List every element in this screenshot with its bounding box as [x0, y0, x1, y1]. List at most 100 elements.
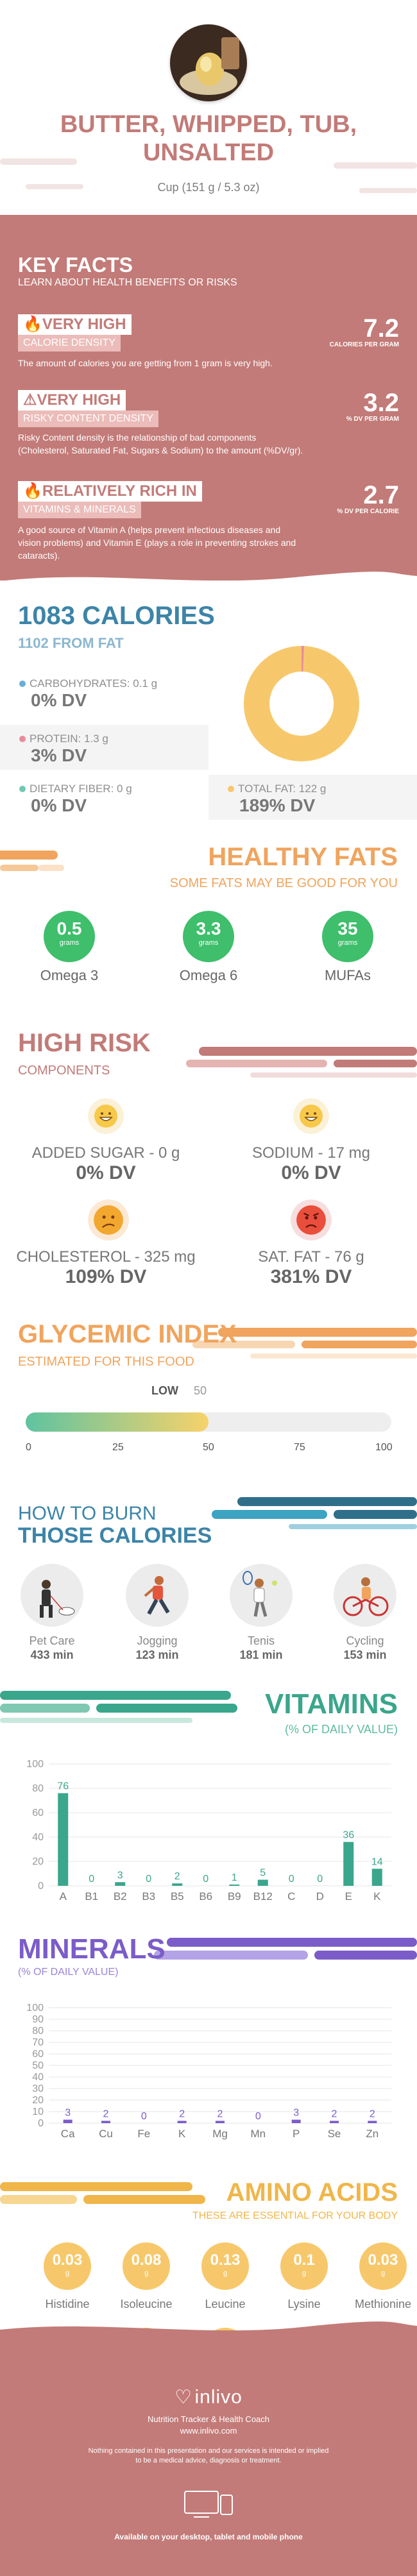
glycemic-tick: 50	[203, 1442, 214, 1453]
fact-vitamins-label: VITAMINS & MINERALS	[18, 502, 141, 518]
fact-calorie-density-unit: CALORIES PER GRAM	[329, 341, 399, 348]
fact-vitamins-value: 2.7	[363, 481, 399, 509]
category-label-K: K	[178, 2128, 186, 2140]
burn-title-line1: HOW TO BURN	[18, 1503, 157, 1524]
vitamins-stripes	[0, 1691, 237, 1723]
bar-B9	[229, 1885, 240, 1886]
fact-risky-density-value: 3.2	[363, 389, 399, 417]
value-label-P: 3	[293, 2108, 299, 2119]
happy-face-icon	[293, 1098, 329, 1134]
sodium-label: SODIUM - 17 mg	[251, 1144, 371, 1162]
vitamins-title: VITAMINS	[265, 1688, 398, 1720]
fact-vitamins-level: 🔥RELATIVELY RICH IN	[18, 481, 202, 502]
amino-badge-isoleucine: 0.08 g	[123, 2242, 170, 2290]
category-label-E: E	[345, 1890, 352, 1902]
healthy-fats-title: HEALTHY FATS	[208, 843, 398, 871]
amino-label-methionine: Methionine	[354, 2298, 412, 2310]
vitamins-subtitle: (% OF DAILY VALUE)	[284, 1723, 398, 1736]
footer-url[interactable]: www.inlivo.com	[180, 2426, 237, 2436]
cholesterol-label: CHOLESTEROL - 325 mg	[16, 1248, 196, 1266]
amino-stripes	[0, 2182, 205, 2204]
activity-name: Pet Care	[29, 1634, 75, 1647]
high-risk-subtitle: COMPONENTS	[18, 1063, 110, 1078]
cycling-icon	[334, 1564, 396, 1627]
value-label-Mn: 0	[255, 2111, 261, 2122]
glycemic-value: 50	[194, 1384, 207, 1397]
vitamins-bar-chart: 0 20 40 60 80 100 76 A 0 B1 3 B2 0 B3 2 B5 0 B6 1 B9 5 B12 0 C 0…	[26, 1759, 391, 1902]
amino-title: AMINO ACIDS	[226, 2178, 398, 2207]
jogging-icon	[126, 1564, 189, 1627]
bar-E	[343, 1842, 354, 1886]
high-risk-stripes	[186, 1047, 417, 1078]
fact-risky-density-level: ⚠VERY HIGH	[18, 390, 126, 411]
calories-total: 1083 CALORIES	[18, 602, 215, 630]
y-tick-label: 40	[32, 1832, 44, 1843]
category-label-Cu: Cu	[99, 2128, 113, 2140]
amino-subtitle: THESE ARE ESSENTIAL FOR YOUR BODY	[192, 2210, 398, 2221]
bar-Mg	[216, 2121, 225, 2123]
sodium-dv: 0% DV	[281, 1162, 341, 1183]
fact-calorie-density-desc: The amount of calories you are getting f…	[18, 358, 273, 368]
omega6-label: Omega 6	[179, 967, 238, 983]
food-title: BUTTER, WHIPPED, TUB, UNSALTED	[60, 111, 357, 166]
y-tick-label: 90	[32, 2014, 44, 2025]
amino-badge-histidine: 0.03 g	[44, 2242, 91, 2290]
value-label-B3: 0	[146, 1874, 151, 1885]
nutrient-protein: PROTEIN: 1.3 g 3% DV	[0, 725, 208, 770]
category-label-B2: B2	[114, 1890, 127, 1902]
fact-calorie-density-level: 🔥VERY HIGH	[18, 314, 132, 335]
devices-icon	[184, 2491, 233, 2518]
tennis-icon	[230, 1564, 293, 1627]
y-tick-label: 40	[32, 2072, 44, 2083]
y-tick-label: 70	[32, 2037, 44, 2048]
value-label-C: 0	[289, 1874, 294, 1885]
burn-stripes	[212, 1497, 417, 1529]
fact-vitamins-unit: % DV PER CALORIE	[337, 508, 399, 515]
bar-K	[177, 2121, 187, 2123]
category-label-B12: B12	[253, 1890, 273, 1902]
sat-fat-label: SAT. FAT - 76 g	[258, 1248, 364, 1266]
healthy-fats-subtitle: SOME FATS MAY BE GOOD FOR YOU	[169, 876, 398, 890]
value-label-B12: 5	[260, 1868, 266, 1879]
amino-label-histidine: Histidine	[45, 2298, 90, 2310]
glycemic-level: LOW	[151, 1384, 178, 1397]
value-label-B6: 0	[203, 1874, 208, 1885]
omega6-badge: 3.3 grams	[183, 911, 234, 962]
food-photo	[170, 24, 247, 101]
value-label-A: 76	[57, 1781, 69, 1792]
y-tick-label: 20	[32, 2095, 44, 2106]
bar-Cu	[101, 2121, 110, 2123]
category-label-Mg: Mg	[212, 2128, 228, 2140]
value-label-Fe: 0	[141, 2111, 147, 2122]
category-label-Mn: Mn	[251, 2128, 266, 2140]
amino-badge-leucine: 0.13 g	[201, 2242, 249, 2290]
y-tick-label: 60	[32, 2049, 44, 2060]
activity-name: Cycling	[346, 1634, 384, 1647]
glycemic-stripes	[192, 1328, 417, 1359]
y-tick-label: 30	[32, 2083, 44, 2094]
fact-risky-density-unit: % DV PER GRAM	[346, 416, 399, 423]
category-label-B3: B3	[142, 1890, 155, 1902]
happy-face-icon	[88, 1098, 124, 1134]
fat-dot-icon	[228, 786, 234, 792]
bar-B12	[257, 1879, 268, 1886]
glycemic-tick: 100	[375, 1442, 393, 1453]
glycemic-fill	[26, 1412, 208, 1432]
bar-K	[371, 1868, 382, 1886]
value-label-K: 2	[179, 2108, 185, 2119]
y-tick-label: 100	[26, 2003, 44, 2013]
minerals-bar-chart: 01020304050607080901003Ca2Cu0Fe2K2Mg0Mn3…	[26, 2003, 391, 2140]
value-label-B1: 0	[89, 1874, 94, 1885]
activity-name: Tenis	[247, 1634, 275, 1647]
flame-icon: 🔥	[23, 482, 42, 500]
fact-vitamins-desc: A good source of Vitamin A (helps preven…	[18, 525, 296, 561]
category-label-B9: B9	[228, 1890, 241, 1902]
mufas-badge: 35 grams	[322, 911, 373, 962]
amino-label-leucine: Leucine	[205, 2298, 246, 2310]
amino-label-isoleucine: Isoleucine	[120, 2298, 173, 2310]
sat-fat-dv: 381% DV	[270, 1266, 352, 1287]
protein-dot-icon	[19, 736, 26, 742]
y-tick-label: 20	[32, 1856, 44, 1867]
bar-A	[58, 1793, 69, 1886]
value-label-Cu: 2	[103, 2108, 109, 2119]
